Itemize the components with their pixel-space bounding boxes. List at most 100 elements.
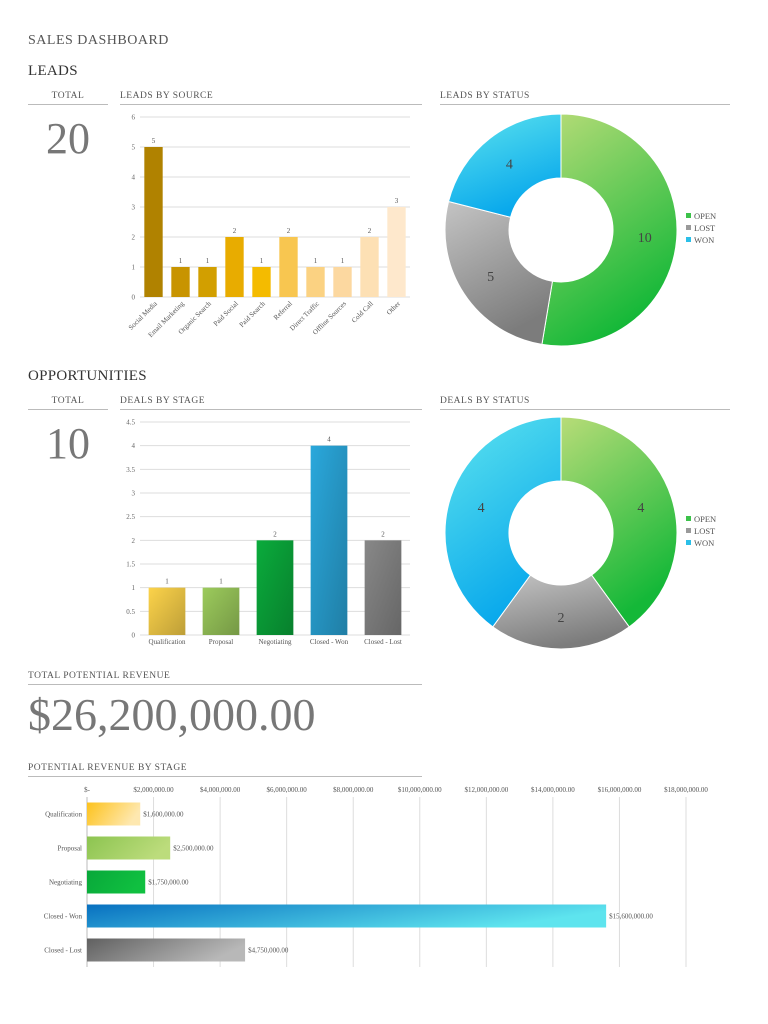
x-tick-label: Closed - Won: [310, 638, 349, 646]
x-tick-label: $16,000,000.00: [598, 786, 642, 794]
y-tick-label: 5: [132, 144, 136, 152]
leads-by-status-label: LEADS BY STATUS: [440, 91, 730, 105]
y-tick-label: 1: [132, 264, 136, 272]
data-label: 1: [314, 257, 318, 265]
data-label: 1: [165, 578, 169, 586]
data-label: $1,600,000.00: [143, 811, 184, 819]
legend-swatch-won: [686, 237, 691, 242]
legend-swatch-open: [686, 213, 691, 218]
y-tick-label: Closed - Lost: [44, 947, 82, 955]
deals-by-status-label: DEALS BY STATUS: [440, 396, 730, 410]
opportunities-section-title: OPPORTUNITIES: [28, 368, 147, 384]
x-tick-label: $10,000,000.00: [398, 786, 442, 794]
x-tick-label: $18,000,000.00: [664, 786, 708, 794]
slice-label: 4: [637, 501, 644, 516]
legend-swatch-open: [686, 516, 691, 521]
legend-label-won: WON: [694, 235, 714, 245]
opportunities-total-label: TOTAL: [28, 396, 108, 410]
y-tick-label: 0: [132, 632, 136, 640]
legend-label-lost: LOST: [694, 526, 716, 536]
x-tick-label: Cold Call: [350, 300, 375, 325]
bar-qualification: [87, 802, 141, 826]
x-tick-label: Paid Social: [212, 300, 240, 328]
slice-label: 4: [506, 158, 513, 173]
y-tick-label: 0: [132, 294, 136, 302]
data-label: 1: [179, 257, 183, 265]
slice-label: 5: [487, 270, 494, 285]
data-label: $2,500,000.00: [173, 845, 214, 853]
legend-swatch-won: [686, 540, 691, 545]
legend-label-won: WON: [694, 538, 714, 548]
leads-total-label: TOTAL: [28, 91, 108, 105]
bar-direct-traffic: [306, 267, 325, 297]
x-tick-label: $14,000,000.00: [531, 786, 575, 794]
x-tick-label: $6,000,000.00: [267, 786, 308, 794]
opportunities-total-value: 10: [46, 419, 90, 468]
revenue-by-stage-label: POTENTIAL REVENUE BY STAGE: [28, 763, 422, 777]
x-tick-label: $4,000,000.00: [200, 786, 241, 794]
y-tick-label: 4: [132, 174, 136, 182]
data-label: 3: [395, 197, 399, 205]
donut-slice-won: [447, 113, 562, 218]
slice-label: 10: [638, 231, 652, 246]
leads-total-value: 20: [46, 114, 90, 163]
y-tick-label: Qualification: [45, 811, 82, 819]
y-tick-label: 3: [132, 490, 136, 498]
bar-other: [387, 207, 406, 297]
data-label: 1: [260, 257, 264, 265]
bar-referral: [279, 237, 298, 297]
bar-negotiating: [87, 870, 146, 894]
data-label: 2: [233, 227, 237, 235]
y-tick-label: 1: [132, 584, 136, 592]
bar-cold-call: [360, 237, 379, 297]
x-tick-label: $8,000,000.00: [333, 786, 374, 794]
data-label: 5: [152, 137, 156, 145]
data-label: 2: [287, 227, 291, 235]
y-tick-label: 6: [132, 114, 136, 122]
bar-email-marketing: [171, 267, 190, 297]
y-tick-label: 4.5: [126, 419, 135, 427]
bar-paid-search: [252, 267, 271, 297]
y-tick-label: 0.5: [126, 608, 135, 616]
y-tick-label: 3: [132, 204, 136, 212]
dashboard-title: SALES DASHBOARD: [28, 33, 169, 48]
donut-slice-won: [444, 416, 562, 628]
bar-qualification: [148, 587, 186, 635]
deals-by-stage-label: DEALS BY STAGE: [120, 396, 422, 410]
x-tick-label: Referral: [272, 300, 294, 322]
legend-swatch-lost: [686, 528, 691, 533]
x-tick-label: $12,000,000.00: [464, 786, 508, 794]
y-tick-label: 3.5: [126, 466, 135, 474]
y-tick-label: 2: [132, 234, 136, 242]
data-label: 1: [219, 578, 223, 586]
total-revenue-value: $26,200,000.00: [28, 689, 316, 740]
y-tick-label: 4: [132, 442, 136, 450]
x-tick-label: Other: [385, 299, 402, 316]
bar-closed-won: [310, 445, 348, 635]
data-label: 2: [381, 530, 385, 538]
y-tick-label: Closed - Won: [44, 913, 83, 921]
data-label: $4,750,000.00: [248, 947, 289, 955]
y-tick-label: Negotiating: [49, 879, 83, 887]
x-tick-label: Paid Search: [238, 299, 268, 329]
y-tick-label: Proposal: [58, 845, 83, 853]
bar-offline-sources: [333, 267, 352, 297]
x-tick-label: Qualification: [149, 638, 186, 646]
slice-label: 2: [558, 611, 565, 626]
y-tick-label: 2.5: [126, 513, 135, 521]
legend-label-open: OPEN: [694, 211, 716, 221]
donut-slice-lost: [492, 574, 630, 650]
bar-proposal: [87, 836, 171, 860]
bar-paid-social: [225, 237, 244, 297]
bar-proposal: [202, 587, 240, 635]
data-label: 1: [206, 257, 210, 265]
total-revenue-label: TOTAL POTENTIAL REVENUE: [28, 671, 422, 685]
x-tick-label: $2,000,000.00: [133, 786, 174, 794]
donut-slice-open: [560, 416, 678, 628]
bar-closed-won: [87, 904, 607, 928]
bar-social-media: [144, 147, 163, 297]
y-tick-label: 1.5: [126, 561, 135, 569]
legend-swatch-lost: [686, 225, 691, 230]
data-label: $1,750,000.00: [148, 879, 189, 887]
